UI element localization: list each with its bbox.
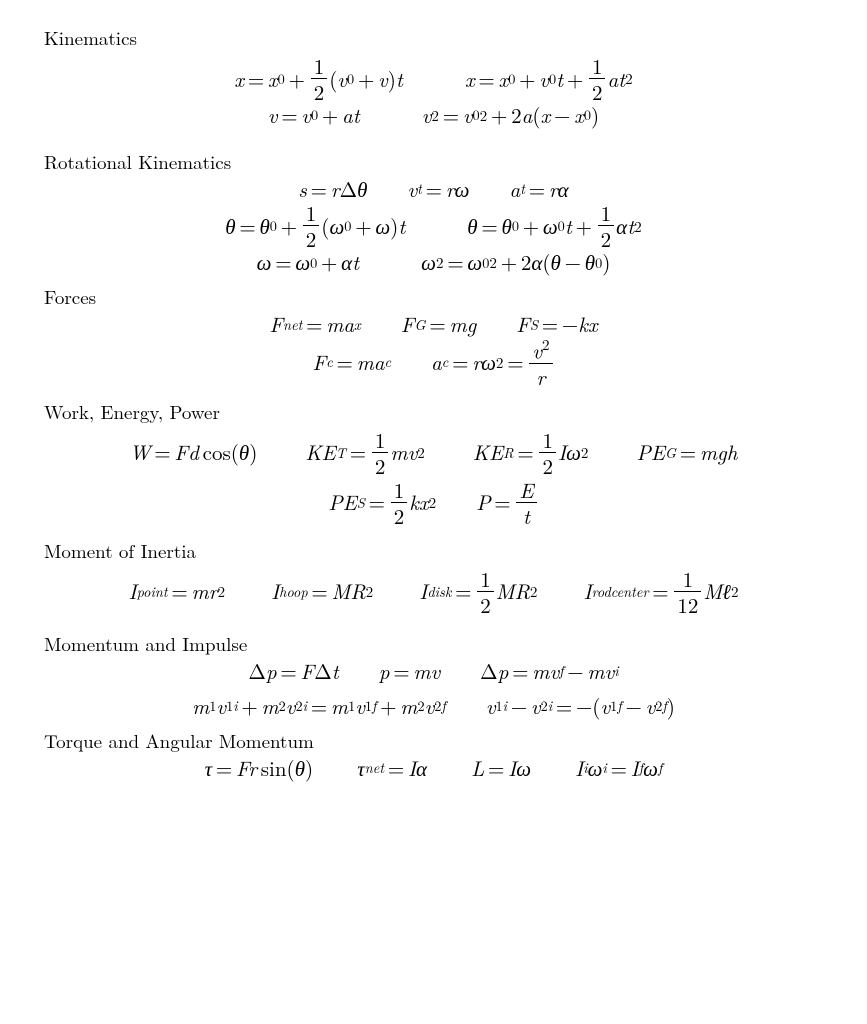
equation: Δp=mvf−mvi xyxy=(480,661,618,682)
equation: vt=rω xyxy=(407,179,469,200)
equation: ac=rω2= v2r xyxy=(431,337,555,387)
equation-row: Fc=mac ac=rω2= v2r xyxy=(8,337,859,387)
equation: FG=mg xyxy=(401,314,476,335)
section-title-wep: Work, Energy, Power xyxy=(44,398,859,425)
equation: s=rΔθ xyxy=(298,179,367,200)
equation: θ=θ0+ 12 (ω0+ω)t xyxy=(225,202,405,250)
equation: v=v0+at xyxy=(268,105,360,126)
equation: KET= 12mv2 xyxy=(305,429,424,477)
equation: v1i−v2i=−(v1f−v2f) xyxy=(486,696,675,717)
section-title-momimp: Momentum and Impulse xyxy=(44,630,859,657)
equation: PES= 12kx2 xyxy=(328,479,436,527)
equation-row: Δp=FΔt p=mv Δp=mvf−mvi xyxy=(8,661,859,682)
equation: at=rα xyxy=(509,179,568,200)
equation-row: Ipoint=mr2 Ihoop=MR2 Idisk= 12MR2 Irodce… xyxy=(8,568,859,616)
equation: Fnet=max xyxy=(269,314,360,335)
equation: PEG=mgh xyxy=(636,442,737,463)
section-title-forces: Forces xyxy=(44,283,859,310)
equation: FS=−kx xyxy=(516,314,597,335)
section-title-torqang: Torque and Angular Momentum xyxy=(44,727,859,754)
equation: Irodcenter= 112Mℓ2 xyxy=(583,568,738,616)
section-title-rotkin: Rotational Kinematics xyxy=(44,148,859,175)
equation: τ=Frsin(θ) xyxy=(205,758,314,779)
equation-row: W=Fdcos(θ) KET= 12mv2 KER= 12Iω2 PEG=mgh xyxy=(8,429,859,477)
equation: τnet=Iα xyxy=(357,758,427,779)
equation-row: m1v1i+m2v2i=m1v1f+m2v2f v1i−v2i=−(v1f−v2… xyxy=(8,696,859,717)
equation-row: θ=θ0+ 12 (ω0+ω)t θ=θ0+ω0t+ 12αt2 xyxy=(8,202,859,250)
equation: Idisk= 12MR2 xyxy=(419,568,537,616)
equation: θ=θ0+ω0t+ 12αt2 xyxy=(467,202,641,250)
equation: L=Iω xyxy=(471,758,531,779)
section-title-kinematics: Kinematics xyxy=(44,24,859,51)
equation-row: v=v0+at v2=v02+2a(x−x0) xyxy=(8,105,859,126)
equation-row: Fnet=max FG=mg FS=−kx xyxy=(8,314,859,335)
equation-row: ω=ω0+αt ω2=ω02+2α(θ−θ0) xyxy=(8,252,859,273)
equation-row: τ=Frsin(θ) τnet=Iα L=Iω Iiωi=Ifωf xyxy=(8,758,859,779)
equation: Fc=mac xyxy=(312,352,391,373)
equation: KER= 12Iω2 xyxy=(473,429,589,477)
equation: W=Fdcos(θ) xyxy=(130,442,258,463)
equation: P= Et xyxy=(476,479,538,527)
section-title-moi: Moment of Inertia xyxy=(44,537,859,564)
equation-row: PES= 12kx2 P= Et xyxy=(8,479,859,527)
equation: m1v1i+m2v2i=m1v1f+m2v2f xyxy=(192,696,446,717)
equation: Ipoint=mr2 xyxy=(128,581,225,602)
equation: Ihoop=MR2 xyxy=(271,581,373,602)
equation: Iiωi=Ifωf xyxy=(575,758,662,779)
equation: x=x0+v0t+ 12at2 xyxy=(465,55,633,103)
equation: Δp=FΔt xyxy=(248,661,338,682)
equation-row: x=x0+ 12 (v0+v)t x=x0+v0t+ 12at2 xyxy=(8,55,859,103)
equation: ω=ω0+αt xyxy=(257,252,360,273)
equation: x=x0+ 12 (v0+v)t xyxy=(234,55,403,103)
equation: ω2=ω02+2α(θ−θ0) xyxy=(421,252,610,273)
equation-row: s=rΔθ vt=rω at=rα xyxy=(8,179,859,200)
equation: v2=v02+2a(x−x0) xyxy=(422,105,599,126)
equation: p=mv xyxy=(379,661,440,682)
